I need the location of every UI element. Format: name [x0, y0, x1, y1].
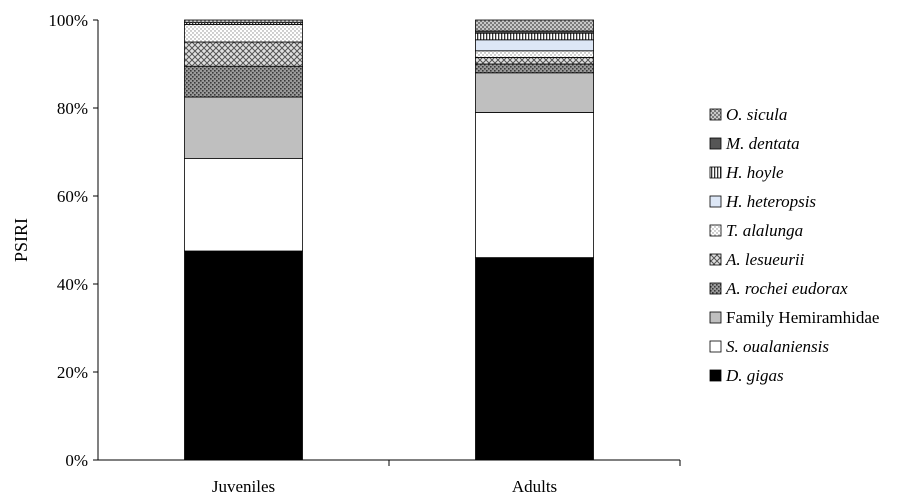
legend-item-a-lesueurii: A. lesueurii — [709, 250, 805, 269]
legend-label: A. lesueurii — [725, 250, 805, 269]
bar-segment-adults-a-rochei-eudorax — [475, 63, 594, 74]
legend-item-h-hoyle: H. hoyle — [709, 163, 784, 182]
bar-segment-adults-t-alalunga — [475, 50, 594, 58]
legend-item-m-dentata: M. dentata — [709, 134, 800, 153]
legend: O. sicula M. dentata H. hoyle H. heteropsis… — [709, 105, 879, 385]
bar-segment-juveniles-a-rochei-eudorax — [184, 65, 303, 98]
bar-segment-juveniles-d-gigas — [184, 250, 303, 461]
legend-item-a-rochei-eudorax: A. rochei eudorax — [709, 279, 848, 298]
legend-item-s-oualaniensis: S. oualaniensis — [709, 337, 829, 356]
legend-swatch — [709, 369, 722, 382]
legend-swatch — [709, 195, 722, 208]
bar-segment-adults-family-hemiramhidae — [475, 72, 594, 113]
legend-swatch — [709, 166, 722, 179]
legend-label: O. sicula — [726, 105, 787, 124]
legend-label: H. hoyle — [725, 163, 784, 182]
bar-segment-juveniles-s-oualaniensis — [184, 158, 303, 252]
legend-item-family-hemiramhidae: Family Hemiramhidae — [709, 308, 879, 327]
legend-swatch — [709, 108, 722, 121]
legend-swatch — [709, 224, 722, 237]
x-tick-label: Adults — [512, 477, 557, 496]
y-tick-label: 0% — [65, 451, 88, 470]
legend-item-o-sicula: O. sicula — [709, 105, 787, 124]
bar-segment-adults-d-gigas — [475, 257, 594, 461]
bar-segment-juveniles-t-alalunga — [184, 23, 303, 43]
y-axis-title: PSIRI — [11, 218, 31, 262]
legend-swatch — [709, 137, 722, 150]
bar-segment-juveniles-o-sicula — [184, 19, 303, 24]
y-tick-label: 100% — [48, 11, 88, 30]
legend-item-t-alalunga: T. alalunga — [709, 221, 803, 240]
bar-segment-juveniles-a-lesueurii — [184, 41, 303, 67]
legend-label: H. heteropsis — [725, 192, 816, 211]
legend-label: M. dentata — [725, 134, 800, 153]
y-tick-label: 60% — [57, 187, 88, 206]
bar-segment-juveniles-family-hemiramhidae — [184, 96, 303, 159]
legend-item-h-heteropsis: H. heteropsis — [709, 192, 816, 211]
legend-label: A. rochei eudorax — [725, 279, 848, 298]
y-tick-label: 40% — [57, 275, 88, 294]
y-tick-label: 20% — [57, 363, 88, 382]
legend-swatch — [709, 282, 722, 295]
y-tick-label: 80% — [57, 99, 88, 118]
bar-segment-adults-h-hoyle — [475, 32, 594, 41]
legend-label: D. gigas — [725, 366, 784, 385]
bar-segment-adults-o-sicula — [475, 19, 594, 32]
legend-label: S. oualaniensis — [726, 337, 829, 356]
bar-segment-adults-a-lesueurii — [475, 57, 594, 65]
legend-swatch — [709, 253, 722, 266]
legend-label: Family Hemiramhidae — [726, 308, 879, 327]
legend-swatch — [709, 340, 722, 353]
legend-label: T. alalunga — [726, 221, 803, 240]
x-tick-label: Juveniles — [212, 477, 275, 496]
bar-segment-adults-h-heteropsis — [475, 39, 594, 52]
legend-item-d-gigas: D. gigas — [709, 366, 784, 385]
plot-area: 0% 20% 40% 60% 80% 100% Juveniles Adults — [48, 11, 681, 496]
bar-segment-adults-s-oualaniensis — [475, 112, 594, 258]
legend-swatch — [709, 311, 722, 324]
